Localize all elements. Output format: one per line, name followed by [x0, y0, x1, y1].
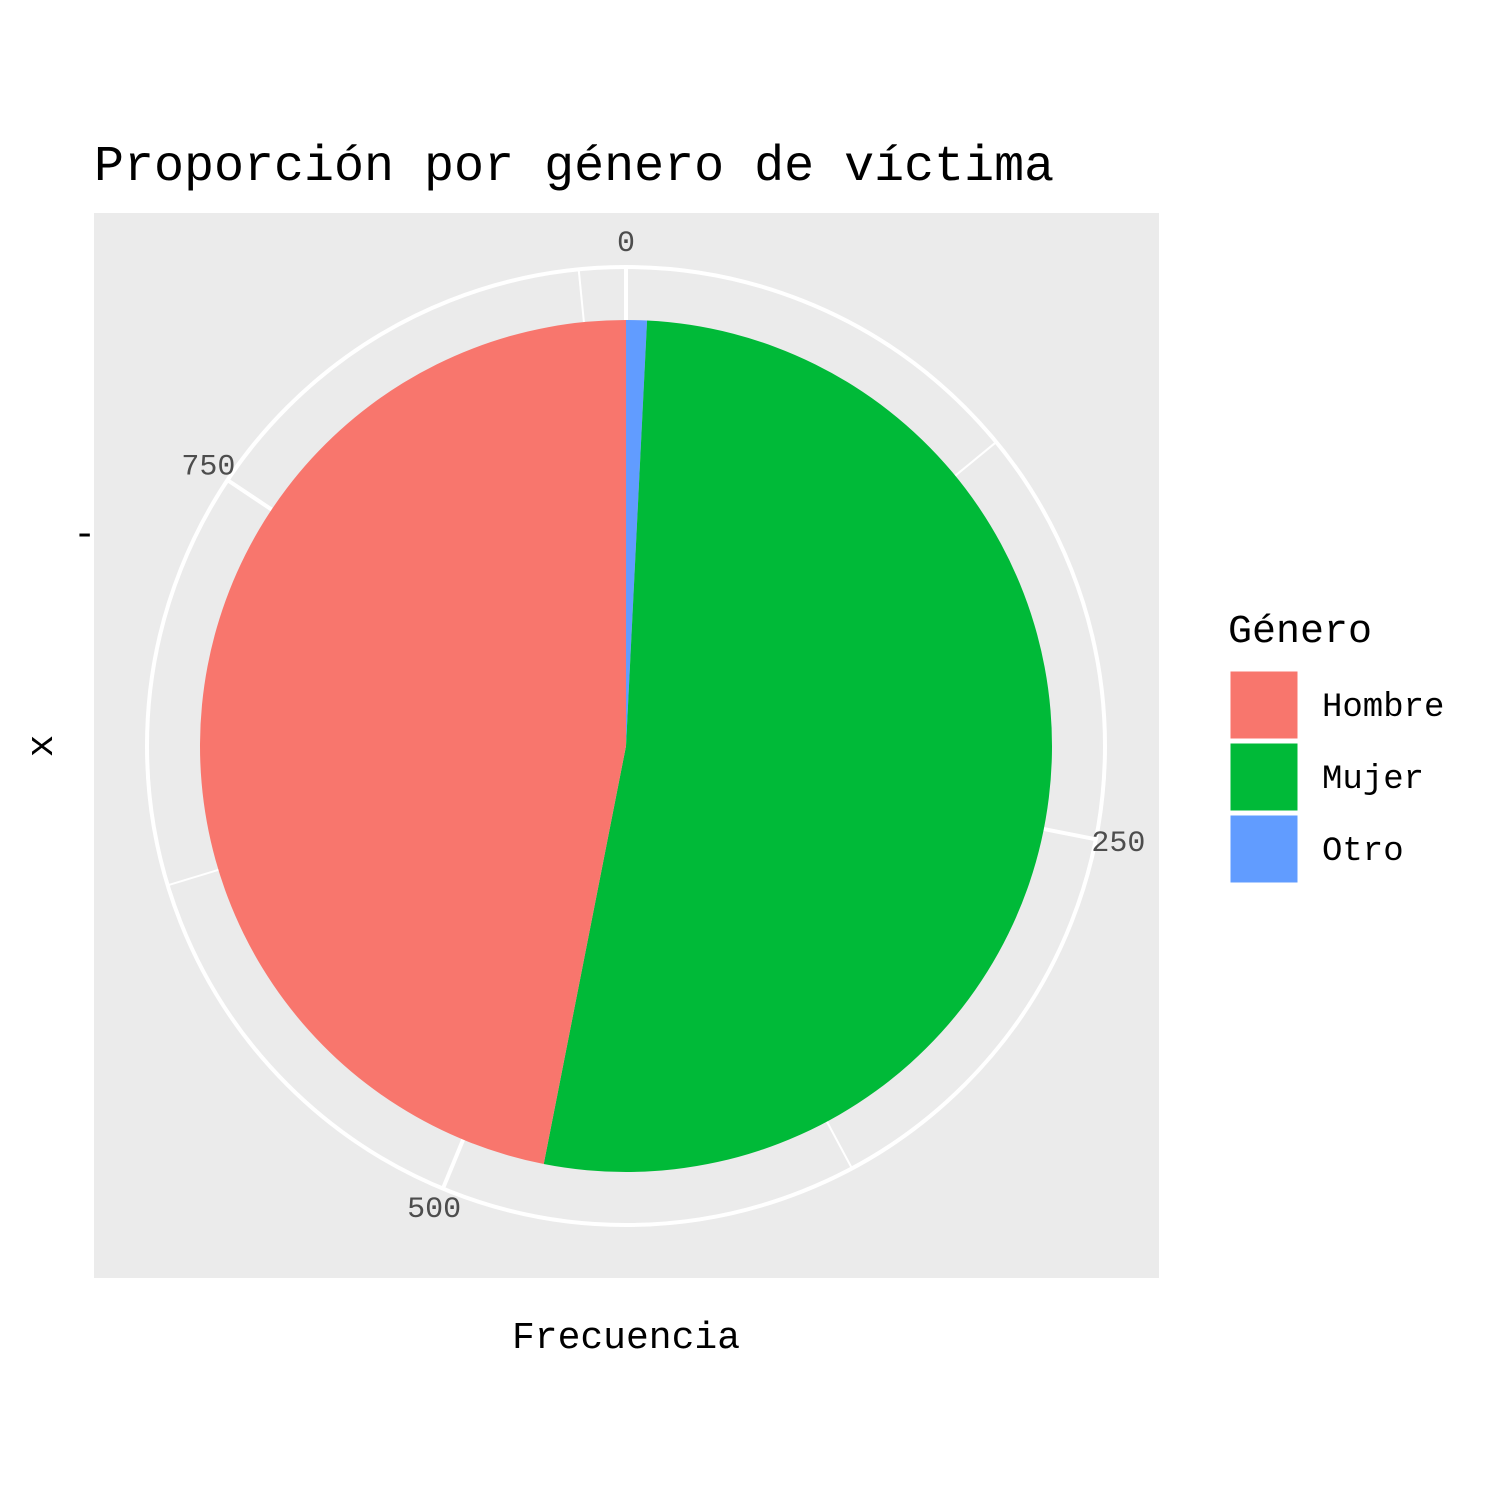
legend-swatch-mujer: [1227, 740, 1301, 814]
chart-title: Proporción por género de víctima: [94, 139, 1054, 196]
radial-tick-label: 500: [407, 1193, 461, 1227]
legend-title: Género: [1228, 610, 1372, 655]
radial-tick-label: 250: [1091, 827, 1145, 861]
y-tick-label: -: [73, 514, 96, 557]
legend-swatch-otro: [1227, 812, 1301, 886]
radial-tick-label: 750: [181, 450, 235, 484]
radial-ticks: 0 250 500 750: [181, 227, 1145, 1227]
pie-slice-mujer: [543, 320, 1052, 1172]
pie-slices: [200, 320, 1052, 1172]
legend-label-hombre: Hombre: [1322, 689, 1444, 727]
x-axis-title: Frecuencia: [512, 1317, 740, 1360]
legend-label-otro: Otro: [1322, 833, 1404, 871]
y-axis-title: x: [21, 735, 64, 758]
pie-slice-otro: [626, 320, 648, 746]
legend-swatch-hombre: [1227, 668, 1301, 742]
pie-slice-hombre: [200, 320, 626, 1164]
legend: Género Hombre Mujer Otro: [1227, 610, 1444, 886]
legend-label-mujer: Mujer: [1322, 761, 1424, 799]
radial-tick-label: 0: [617, 227, 635, 261]
